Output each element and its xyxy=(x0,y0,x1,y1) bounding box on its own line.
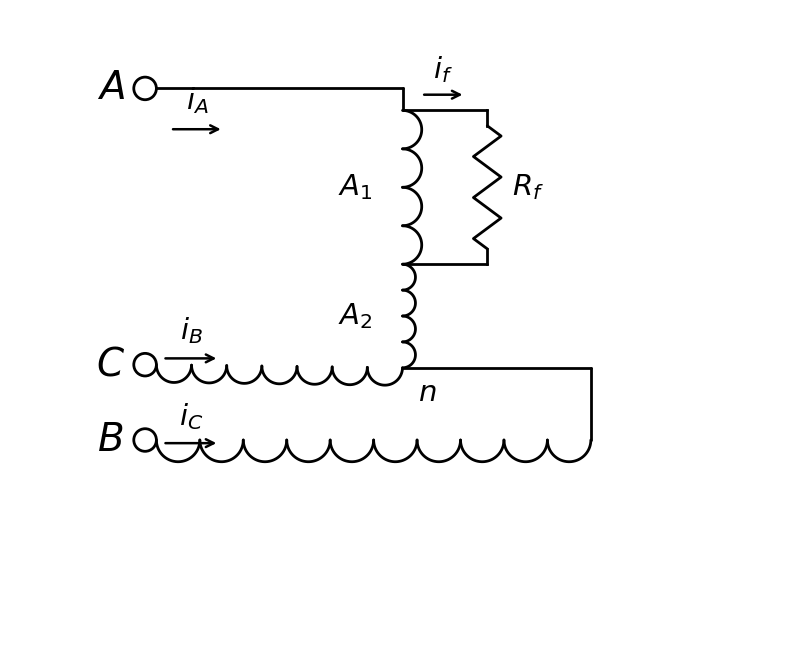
Text: $A_2$: $A_2$ xyxy=(338,301,373,331)
Text: $n$: $n$ xyxy=(419,379,437,407)
Text: $i_C$: $i_C$ xyxy=(179,401,203,432)
Text: $i_B$: $i_B$ xyxy=(180,315,202,345)
Text: $i_f$: $i_f$ xyxy=(433,54,453,85)
Text: $R_f$: $R_f$ xyxy=(512,173,544,202)
Text: $C$: $C$ xyxy=(96,346,125,384)
Text: $A_1$: $A_1$ xyxy=(338,173,373,202)
Text: $A$: $A$ xyxy=(97,69,125,107)
Text: $i_A$: $i_A$ xyxy=(186,86,208,116)
Text: $B$: $B$ xyxy=(97,421,124,459)
